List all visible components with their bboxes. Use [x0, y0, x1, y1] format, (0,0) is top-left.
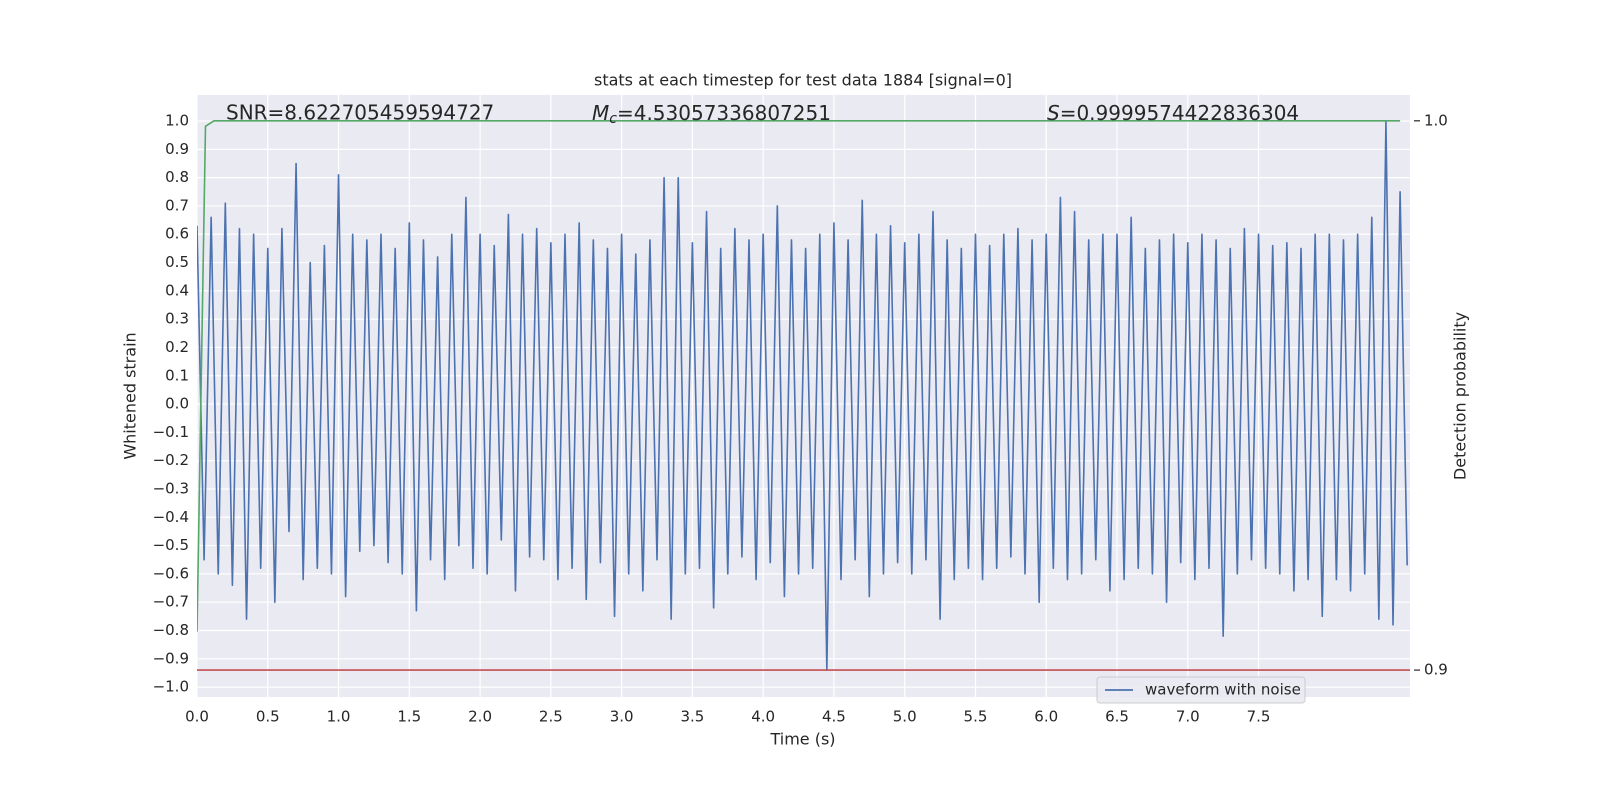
legend-box: [1096, 676, 1306, 704]
y-tick-label: 0.9: [165, 140, 189, 158]
y-tick-label: −0.3: [153, 479, 189, 497]
y2-tick-label: 1.0: [1424, 111, 1448, 129]
x-tick-label: 2.5: [539, 708, 563, 726]
annotation: S=0.9999574422836304: [1047, 101, 1299, 125]
y-tick-label: −0.9: [153, 649, 189, 667]
y2-axis-label: Detection probability: [1451, 312, 1470, 480]
annotation-symbol: S: [1047, 101, 1060, 125]
y-tick-label: 0.5: [165, 253, 189, 271]
y-tick-label: 0.3: [165, 310, 189, 328]
y-tick-label: −1.0: [153, 678, 189, 696]
x-tick-label: 6.0: [1034, 708, 1058, 726]
x-tick-label: 0.5: [256, 708, 280, 726]
y-axis-label: Whitened strain: [121, 332, 140, 459]
series-line: [197, 120, 1401, 632]
y-tick-label: 0.0: [165, 395, 189, 413]
x-tick-label: 4.5: [822, 708, 846, 726]
x-tick-label: 5.5: [964, 708, 988, 726]
y-tick-label: −0.4: [153, 508, 189, 526]
x-tick-label: 7.0: [1176, 708, 1200, 726]
y-tick-label: 0.7: [165, 196, 189, 214]
annotation-symbol: M: [592, 101, 609, 125]
y-tick-label: −0.5: [153, 536, 189, 554]
y-tick-label: 0.1: [165, 366, 189, 384]
y-tick-label: 0.8: [165, 168, 189, 186]
y-tick-label: 1.0: [165, 112, 189, 130]
x-tick-label: 1.0: [327, 708, 351, 726]
chart-title: stats at each timestep for test data 188…: [594, 71, 1012, 90]
y-tick-label: −0.1: [153, 423, 189, 441]
plot-area: [197, 95, 1410, 697]
x-tick-label: 7.5: [1247, 708, 1271, 726]
x-tick-label: 2.0: [468, 708, 492, 726]
x-tick-label: 3.5: [680, 708, 704, 726]
legend-label: waveform with noise: [1145, 681, 1301, 699]
y-tick-label: 0.6: [165, 225, 189, 243]
x-tick-label: 6.5: [1105, 708, 1129, 726]
annotation: SNR=8.622705459594727: [226, 101, 494, 125]
x-axis-label: Time (s): [769, 730, 835, 749]
x-tick-label: 5.0: [893, 708, 917, 726]
annotation: Mc=4.53057336807251: [592, 101, 831, 128]
x-tick-label: 1.5: [397, 708, 421, 726]
x-tick-label: 3.0: [610, 708, 634, 726]
y-tick-label: −0.2: [153, 451, 189, 469]
y-tick-label: −0.7: [153, 593, 189, 611]
annotation-text: =4.53057336807251: [617, 101, 831, 125]
y-tick-label: −0.6: [153, 564, 189, 582]
y-tick-label: −0.8: [153, 621, 189, 639]
y-tick-label: 0.4: [165, 281, 189, 299]
y2-tick-label: 0.9: [1424, 661, 1448, 679]
x-tick-label: 4.0: [751, 708, 775, 726]
annotation-subscript: c: [609, 111, 617, 127]
annotation-text: =0.9999574422836304: [1060, 101, 1299, 125]
x-tick-label: 0.0: [185, 708, 209, 726]
series-line: [197, 120, 1408, 671]
y-tick-label: 0.2: [165, 338, 189, 356]
